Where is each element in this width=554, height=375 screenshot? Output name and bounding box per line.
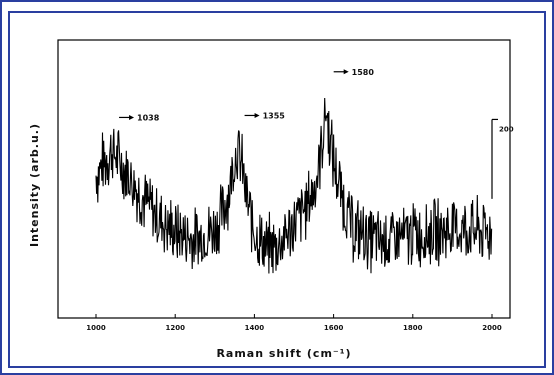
x-axis-title: Raman shift (cm⁻¹) xyxy=(216,347,351,360)
peak-arrowhead-2 xyxy=(343,69,349,75)
peak-arrowhead-0 xyxy=(129,114,135,120)
scale-bar: 200 xyxy=(491,118,514,199)
scale-bar-label: 200 xyxy=(499,125,514,133)
y-axis-title: Intensity (arb.u.) xyxy=(28,123,41,247)
peak-annotations: 1038 1355 1580 xyxy=(119,68,375,122)
x-axis-ticks: 1000 1200 1400 1600 1800 2000 xyxy=(86,314,502,332)
spectrum-line xyxy=(95,97,493,274)
x-tick-label-4: 1800 xyxy=(403,324,423,332)
x-tick-label-0: 1000 xyxy=(86,324,106,332)
peak-label-2: 1580 xyxy=(352,68,375,77)
peak-label-1: 1355 xyxy=(263,111,286,120)
x-tick-label-1: 1200 xyxy=(165,324,185,332)
x-tick-label-3: 1600 xyxy=(324,324,344,332)
x-tick-label-5: 2000 xyxy=(482,324,502,332)
plot-area xyxy=(57,39,511,319)
x-tick-label-2: 1400 xyxy=(245,324,265,332)
peak-label-0: 1038 xyxy=(137,113,160,122)
inner-border xyxy=(8,11,546,368)
peak-arrowhead-1 xyxy=(254,112,260,118)
